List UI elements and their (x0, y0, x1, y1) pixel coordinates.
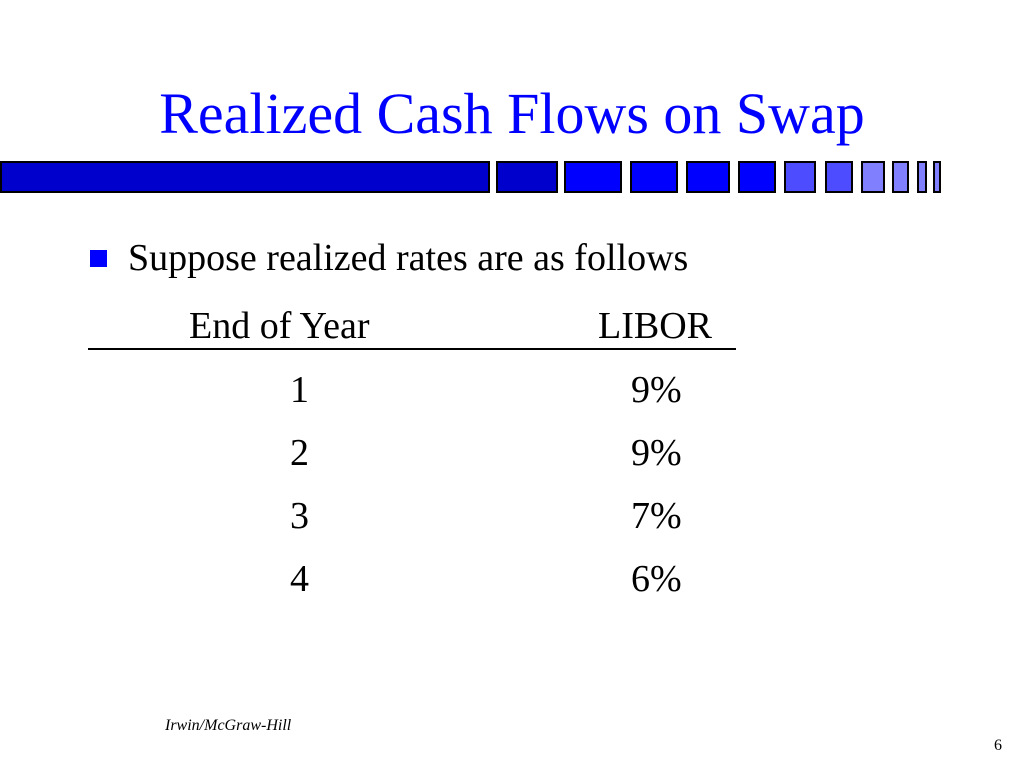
libor-cell: 7% (631, 495, 682, 537)
bar-segment (825, 161, 853, 193)
table-row: 2 9% (88, 431, 736, 494)
column-header-libor: LIBOR (598, 305, 712, 347)
bar-segment (917, 161, 927, 193)
table-row: 4 6% (88, 557, 736, 620)
slide-title: Realized Cash Flows on Swap (159, 81, 865, 146)
bar-segment (933, 161, 941, 193)
title-decoration-bar (0, 160, 944, 194)
bar-segment (892, 161, 909, 193)
bar-segment (861, 161, 885, 193)
table-header: End of Year LIBOR (88, 304, 736, 350)
libor-cell: 9% (631, 369, 682, 411)
table-body: 1 9% 2 9% 3 7% 4 6% (88, 368, 736, 620)
bar-segment (630, 161, 678, 193)
bullet-text: Suppose realized rates are as follows (128, 237, 689, 279)
bar-segment (0, 161, 490, 193)
footer-publisher: Irwin/McGraw-Hill (165, 717, 292, 734)
page-number: 6 (994, 737, 1002, 754)
year-cell: 1 (290, 369, 309, 411)
year-cell: 4 (290, 558, 309, 600)
libor-cell: 6% (631, 558, 682, 600)
bar-segment (496, 161, 558, 193)
table-row: 1 9% (88, 368, 736, 431)
bar-segment (738, 161, 776, 193)
libor-rates-table: End of Year LIBOR 1 9% 2 9% 3 7% 4 6% (88, 304, 736, 620)
libor-cell: 9% (631, 432, 682, 474)
year-cell: 2 (290, 432, 309, 474)
square-bullet-icon (90, 250, 107, 267)
bar-segment (686, 161, 730, 193)
column-header-end-of-year: End of Year (189, 305, 370, 347)
table-row: 3 7% (88, 494, 736, 557)
year-cell: 3 (290, 495, 309, 537)
bar-segment (564, 161, 622, 193)
bar-segment (784, 161, 816, 193)
title-decoration-bar-graphic (0, 161, 941, 193)
